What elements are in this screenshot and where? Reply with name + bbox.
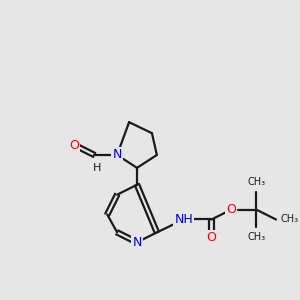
Text: O: O: [206, 231, 216, 244]
Text: NH: NH: [174, 213, 193, 226]
Text: CH₃: CH₃: [281, 214, 299, 224]
Text: CH₃: CH₃: [247, 177, 265, 187]
Text: CH₃: CH₃: [247, 232, 265, 242]
Text: O: O: [70, 139, 80, 152]
Text: N: N: [112, 148, 122, 161]
Text: N: N: [132, 236, 142, 249]
Text: H: H: [93, 163, 101, 173]
Text: O: O: [226, 203, 236, 216]
